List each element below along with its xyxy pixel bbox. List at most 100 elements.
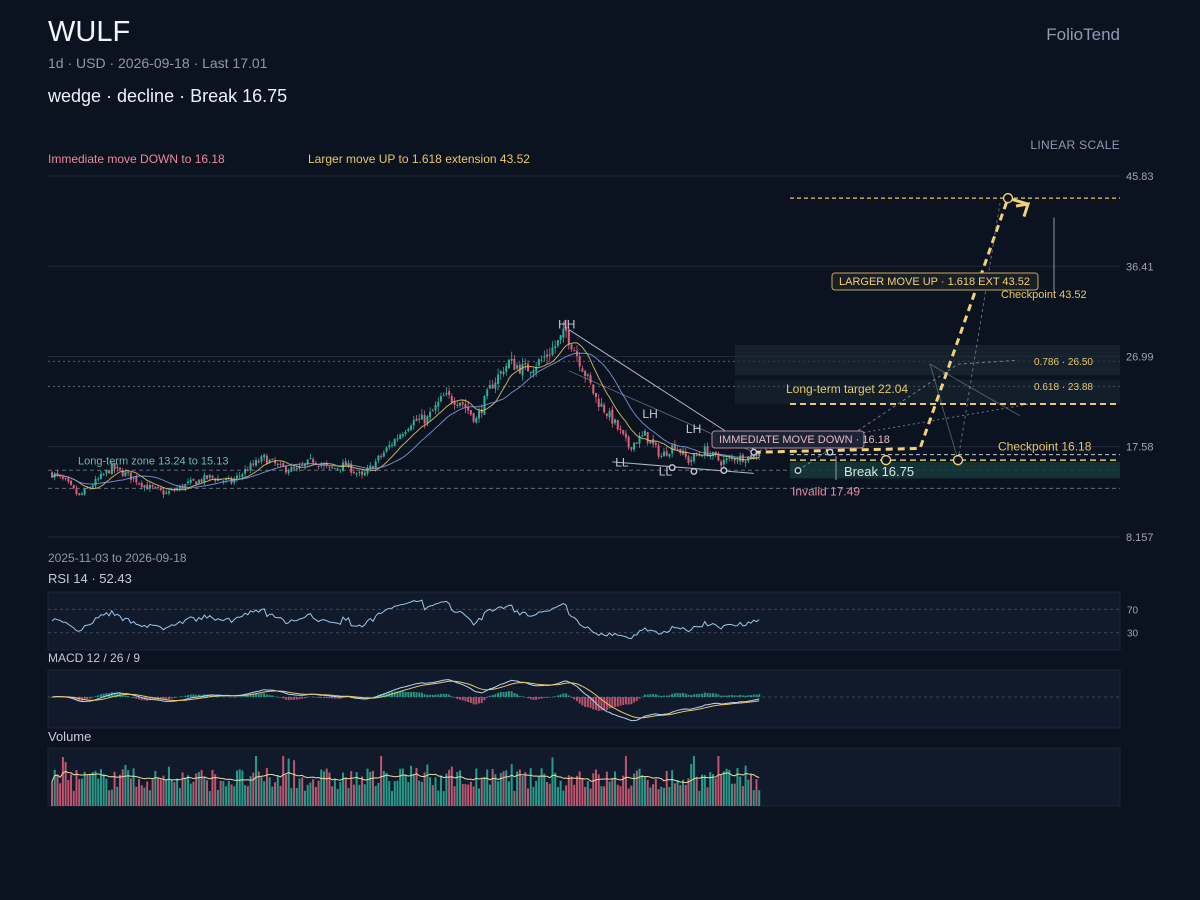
macd-histogram-bar <box>287 697 290 701</box>
volume-bar <box>235 770 238 806</box>
candle-body <box>431 410 434 412</box>
candle-body <box>135 476 138 483</box>
volume-bar <box>654 779 657 806</box>
volume-bar <box>78 779 81 806</box>
volume-bar <box>51 781 53 806</box>
volume-bar <box>497 781 500 806</box>
candle-body <box>676 449 679 451</box>
volume-bar <box>197 771 200 806</box>
volume-bar <box>673 783 676 806</box>
candle-body <box>725 458 728 461</box>
macd-histogram-bar <box>554 696 557 697</box>
candle-body <box>78 493 81 495</box>
volume-bar <box>208 791 211 806</box>
candle-body <box>437 401 440 407</box>
volume-bar <box>347 787 350 806</box>
macd-histogram-bar <box>295 697 298 700</box>
candle-body <box>469 410 472 415</box>
swing-marker <box>952 454 964 466</box>
candle-body <box>486 389 489 397</box>
macd-histogram-bar <box>714 693 717 697</box>
volume-bar <box>276 775 279 806</box>
candle-body <box>450 395 453 403</box>
candle-body <box>206 475 209 479</box>
volume-bar <box>488 784 491 806</box>
candle-body <box>459 402 461 406</box>
candle-body <box>646 432 649 443</box>
candle-body <box>573 350 576 352</box>
volume-bar <box>543 773 546 806</box>
macd-histogram-bar <box>99 694 102 697</box>
candle-body <box>668 453 671 457</box>
candle-body <box>328 466 331 468</box>
checkpoint-low-label: Checkpoint 16.18 <box>998 439 1092 453</box>
volume-bar <box>214 774 217 806</box>
candle-body <box>151 485 154 487</box>
scale-mode-label[interactable]: LINEAR SCALE <box>1030 138 1120 152</box>
candle-body <box>374 461 377 469</box>
candle-body <box>252 463 255 465</box>
macd-histogram-bar <box>739 694 742 697</box>
volume-bar <box>350 771 353 806</box>
candle-body <box>418 418 421 420</box>
candle-body <box>64 478 67 480</box>
volume-bar <box>138 779 141 806</box>
volume-bar <box>293 760 296 806</box>
volume-bar <box>627 788 630 806</box>
candle-body <box>222 480 225 482</box>
macd-histogram-bar <box>423 694 426 697</box>
volume-bar <box>206 780 209 806</box>
volume-bar <box>450 766 453 806</box>
volume-bar <box>83 771 86 806</box>
candle-body <box>140 482 143 487</box>
candle-body <box>720 461 723 466</box>
macd-histogram-bar <box>459 697 461 700</box>
macd-histogram-bar <box>448 694 451 697</box>
macd-histogram-bar <box>741 695 744 697</box>
volume-bar <box>709 772 712 806</box>
macd-histogram-bar <box>366 697 369 698</box>
macd-histogram-bar <box>439 693 442 697</box>
macd-histogram-bar <box>197 694 200 697</box>
candle-body <box>366 468 369 474</box>
candle-body <box>325 463 328 466</box>
volume-bar <box>426 764 429 806</box>
macd-histogram-bar <box>410 692 413 697</box>
macd-histogram-bar <box>284 697 287 700</box>
macd-histogram-bar <box>97 695 100 697</box>
volume-bar <box>342 772 345 806</box>
volume-bar <box>385 772 388 806</box>
candle-body <box>167 491 170 494</box>
volume-bar <box>320 769 323 806</box>
volume-bar <box>630 785 633 806</box>
macd-histogram-bar <box>347 697 350 698</box>
macd-histogram-bar <box>467 697 470 703</box>
alt-path-4 <box>929 363 1021 461</box>
candle-body <box>61 477 64 479</box>
volume-bar <box>374 786 377 806</box>
candle-body <box>643 430 646 436</box>
macd-histogram-bar <box>331 697 334 699</box>
candle-body <box>56 473 59 475</box>
fib-band-618 <box>735 379 1120 405</box>
volume-bar <box>624 756 627 806</box>
macd-histogram-bar <box>584 697 587 707</box>
volume-bar <box>265 768 268 806</box>
macd-histogram-bar <box>529 697 532 700</box>
volume-bar <box>328 772 331 806</box>
volume-bar <box>622 775 625 806</box>
volume-bar <box>89 774 92 806</box>
volume-bar <box>633 773 636 806</box>
candle-body <box>665 451 668 456</box>
candle-body <box>119 467 121 470</box>
macd-histogram-bar <box>624 697 627 705</box>
macd-histogram-bar <box>314 697 317 698</box>
macd-histogram-bar <box>589 697 592 709</box>
macd-histogram-bar <box>725 695 728 697</box>
macd-histogram-bar <box>113 692 116 697</box>
volume-bar <box>225 786 228 806</box>
candle-body <box>603 404 606 413</box>
volume-bar <box>317 780 320 806</box>
volume-bar <box>491 768 494 806</box>
